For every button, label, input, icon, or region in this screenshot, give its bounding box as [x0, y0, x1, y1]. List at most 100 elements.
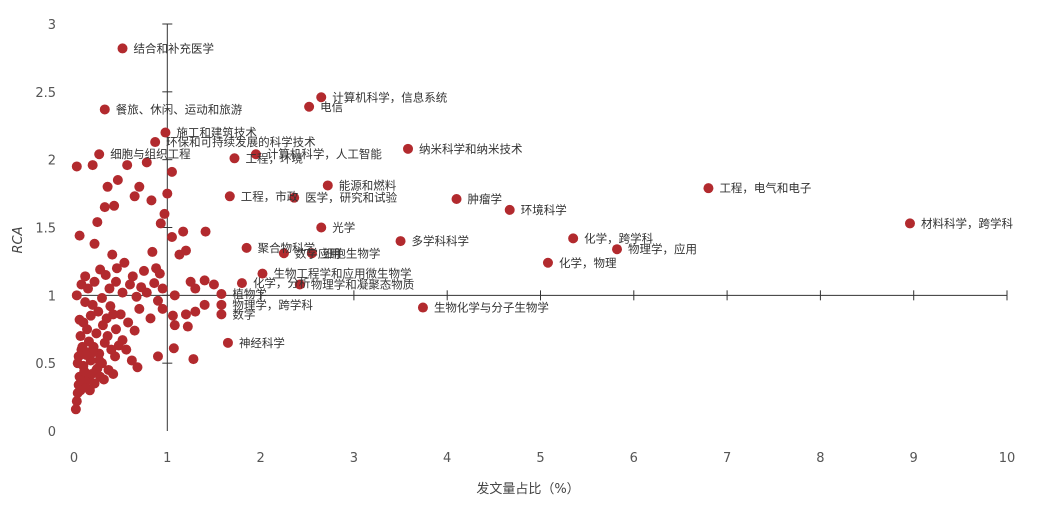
- data-point-label: 环境科学: [521, 203, 567, 217]
- labeled-data-point: [289, 192, 300, 203]
- y-tick-label: 1: [48, 289, 56, 304]
- data-point: [166, 166, 177, 177]
- labeled-data-point: [403, 143, 414, 154]
- x-tick-label: 3: [350, 451, 358, 466]
- data-point: [121, 344, 132, 355]
- data-point: [89, 276, 100, 287]
- data-point: [71, 290, 82, 301]
- data-point-label: 多学科科学: [412, 234, 470, 248]
- x-tick-label: 2: [256, 451, 264, 466]
- labeled-data-point: [322, 180, 333, 191]
- data-point: [108, 369, 119, 380]
- data-point: [89, 238, 100, 249]
- labeled-data-point: [451, 194, 462, 205]
- data-point: [141, 287, 152, 298]
- labeled-data-point: [306, 248, 317, 259]
- data-point-label: 能源和燃料: [339, 178, 397, 192]
- data-point: [145, 313, 156, 324]
- data-point-label: 数学应用: [295, 246, 341, 260]
- data-point: [102, 331, 113, 342]
- data-point: [91, 328, 102, 339]
- x-tick-label: 1: [163, 451, 171, 466]
- data-point: [129, 325, 140, 336]
- labeled-data-point: [224, 191, 235, 202]
- labeled-data-point: [257, 268, 268, 279]
- labeled-data-point: [216, 288, 227, 299]
- data-point: [126, 355, 137, 366]
- data-point-label: 工程，电气和电子: [719, 181, 811, 195]
- data-point: [117, 287, 128, 298]
- data-point: [182, 321, 193, 332]
- data-point: [80, 297, 91, 308]
- data-point-label: 细胞生物学: [323, 246, 381, 260]
- data-point: [80, 271, 91, 282]
- data-point: [131, 291, 142, 302]
- data-point-label: 化学，分析: [253, 276, 311, 290]
- y-tick-label: 1.5: [35, 222, 56, 237]
- data-point-label: 化学，跨学科: [584, 231, 653, 245]
- data-point: [134, 181, 145, 192]
- data-point: [77, 341, 88, 352]
- data-point: [109, 200, 120, 211]
- data-point: [75, 331, 86, 342]
- x-tick-label: 6: [630, 451, 638, 466]
- data-point-label: 计算机科学，信息系统: [332, 90, 447, 104]
- y-axis-title: RCA: [11, 226, 26, 253]
- data-points: [70, 43, 915, 415]
- data-point: [152, 295, 163, 306]
- data-point: [169, 290, 180, 301]
- data-point: [102, 181, 113, 192]
- labeled-data-point: [395, 236, 406, 247]
- data-point-label: 生物工程学和应用微生物学: [273, 267, 411, 281]
- labeled-data-point: [294, 279, 305, 290]
- data-point: [147, 246, 158, 257]
- data-point-label: 聚合物科学: [258, 241, 316, 255]
- data-point-label: 施工和建筑技术: [176, 126, 257, 140]
- labeled-data-point: [229, 153, 240, 164]
- data-point: [98, 374, 109, 385]
- data-point: [166, 231, 177, 242]
- data-point: [108, 309, 119, 320]
- x-tick-label: 0: [70, 451, 78, 466]
- data-point: [107, 249, 118, 260]
- data-point: [146, 195, 157, 206]
- labeled-data-point: [94, 149, 105, 160]
- data-point-label: 细胞与组织工程: [110, 147, 191, 161]
- y-tick-label: 2: [48, 154, 56, 169]
- labeled-data-point: [241, 242, 252, 253]
- data-point: [129, 191, 140, 202]
- data-point-label: 植物学: [232, 287, 267, 301]
- x-axis-title: 发文量占比（%）: [476, 481, 579, 497]
- labeled-data-point: [316, 222, 327, 233]
- labeled-data-point: [216, 299, 227, 310]
- data-point-label: 环保和可持续发展的科学技术: [166, 135, 316, 149]
- y-tick-label: 3: [48, 18, 56, 33]
- y-tick-label: 2.5: [35, 86, 56, 101]
- data-point: [117, 335, 128, 346]
- data-point: [111, 263, 122, 274]
- labeled-data-point: [222, 337, 233, 348]
- data-point-label: 餐旅、休闲、运动和旅游: [116, 102, 243, 116]
- axis-ticks: 0 1 2 3 4 5 6 7 8 9 10 0 0.5 1 1.5 2 2.5 3: [35, 18, 1015, 466]
- data-point: [110, 324, 121, 335]
- data-point: [82, 324, 93, 335]
- data-point-label: 物理学，应用: [628, 242, 697, 256]
- data-point: [188, 354, 199, 365]
- data-point: [87, 160, 98, 171]
- data-point: [157, 283, 168, 294]
- labeled-data-point: [236, 278, 247, 289]
- labeled-data-point: [904, 218, 915, 229]
- x-tick-label: 9: [910, 451, 918, 466]
- data-point: [199, 275, 210, 286]
- labeled-data-point: [216, 309, 227, 320]
- data-point-label: 光学: [332, 221, 355, 235]
- data-point: [94, 355, 105, 366]
- data-point: [96, 293, 107, 304]
- labeled-data-point: [250, 149, 261, 160]
- x-tick-label: 4: [443, 451, 451, 466]
- labeled-data-point: [150, 137, 161, 148]
- labeled-data-point: [160, 127, 171, 138]
- data-point: [123, 317, 134, 328]
- data-point: [74, 230, 85, 241]
- data-point: [71, 396, 82, 407]
